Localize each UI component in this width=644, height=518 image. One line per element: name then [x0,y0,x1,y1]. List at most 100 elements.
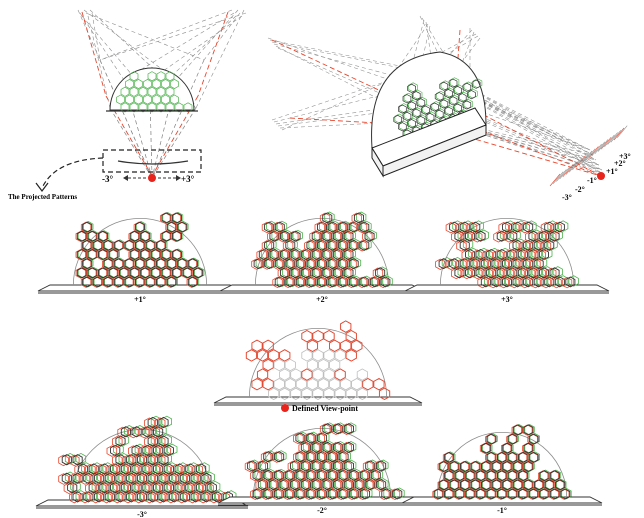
hex-cell-dark [135,258,145,270]
hex-cell-green [140,490,151,502]
dome-hex [174,102,184,113]
hex-cell-dark [147,416,158,429]
projection-ray [195,9,245,109]
hex-cell-dark [349,469,360,481]
hex-cell-red [138,463,150,476]
hex-cell-green [204,490,216,502]
perspective-hex-dark [411,108,421,118]
viewpoint-fan-line [575,155,586,168]
perspective-hex-dark [407,83,416,93]
dome-hex [129,71,139,82]
hex-cell-dark [523,258,534,270]
hex-cell-red [69,473,80,485]
hex-cell-red [149,482,161,495]
hex-cell-dark [158,491,169,503]
hex-cell-red [288,230,299,243]
hex-cell-dark [83,491,94,503]
hex-cell-dark [153,444,164,457]
hex-cell-dark [533,258,544,270]
hex-cell-dark [475,470,486,482]
hex-cell-red [197,473,209,485]
perspective-hex-dark [453,103,462,113]
hex-cell-dark [507,248,518,261]
hex-cell-green [292,229,303,242]
perspective-hex-green [436,90,446,101]
pattern-panel-minus3 [35,415,249,509]
hex-cell-green [521,266,532,278]
perspective-reflection [469,95,597,161]
hex-cell-dark [470,460,481,473]
base-slab-side [371,124,487,178]
hex-cell-red [69,491,80,504]
hex-cell-green [64,452,76,465]
hex-cell-red [477,276,488,289]
perspective-ray [271,41,451,79]
hex-cell-red [498,222,509,234]
perspective-ray [389,33,477,81]
hex-cell [340,378,352,391]
hex-cell-dark [365,460,376,472]
hex-cell-red [540,222,552,234]
hex-cell-dark [113,239,124,251]
hex-cell-red [149,463,161,476]
hex-cell-dark [88,481,99,494]
dome-hex [129,86,139,97]
panel-label-minus3: -3° [137,510,147,518]
hex-cell-green [193,471,205,484]
hex-cell-dark [124,258,135,270]
hex-cell-red [389,488,401,501]
hex-cell-green [113,443,124,456]
pointer-arrow-head [35,182,49,192]
hex-cell-green [266,220,277,233]
hex-cell-green [141,230,152,242]
hex-cell-dark [480,276,491,288]
hex-cell-green [129,471,140,484]
dome-hex [161,94,170,105]
dome-hex [170,94,179,105]
perspective-hex-green [403,92,414,103]
hex-cell-red [540,276,552,289]
hex-cell-dark [507,230,518,242]
hex-cell-green [156,462,167,474]
hex-cell-dark [465,470,476,482]
hex-cell-dark [459,221,470,233]
hex-cell [301,349,313,362]
hex-cell-green [499,247,511,260]
perspective-hex-green [472,78,483,89]
hex-cell-dark [161,248,172,261]
hex-cell-green [468,266,479,278]
hex-cell-red [122,473,134,485]
hex-cell-red [144,454,155,467]
hex-cell [323,349,335,362]
hex-cell-dark [528,433,539,445]
hex-cell-green [188,462,199,474]
hex-cell-green [526,238,537,251]
hex-cell-green [558,220,569,232]
dome-hex [138,102,148,113]
hex-cell-green [177,480,189,493]
hex-cell-dark [201,491,212,503]
hex-cell [356,387,368,400]
projection-ray [91,12,101,61]
hex-cell-green [524,423,535,436]
hex-cell-red [58,454,69,467]
dome-hex [165,71,175,82]
hex-cell-red [525,231,536,243]
hex-cell-dark [104,472,115,484]
hex-cell-red [466,258,478,270]
hex-cell-dark [120,481,131,494]
hex-cell-dark [444,451,455,463]
hex-cell-dark [103,239,114,251]
hex-cell-green [329,220,340,233]
perspective-hex-dark [434,109,444,119]
hex-cell-dark [523,442,534,454]
hex-cell-dark [333,423,344,435]
hex-cell-red [493,267,504,280]
hex-cell-red [160,482,171,495]
hex-cell-red [493,231,504,243]
hex-cell-green [483,275,495,287]
hex-cell-red [63,482,75,495]
hex-cell-green [515,238,526,251]
hex-cell-dark [497,470,507,482]
hex-cell-red [435,258,446,270]
